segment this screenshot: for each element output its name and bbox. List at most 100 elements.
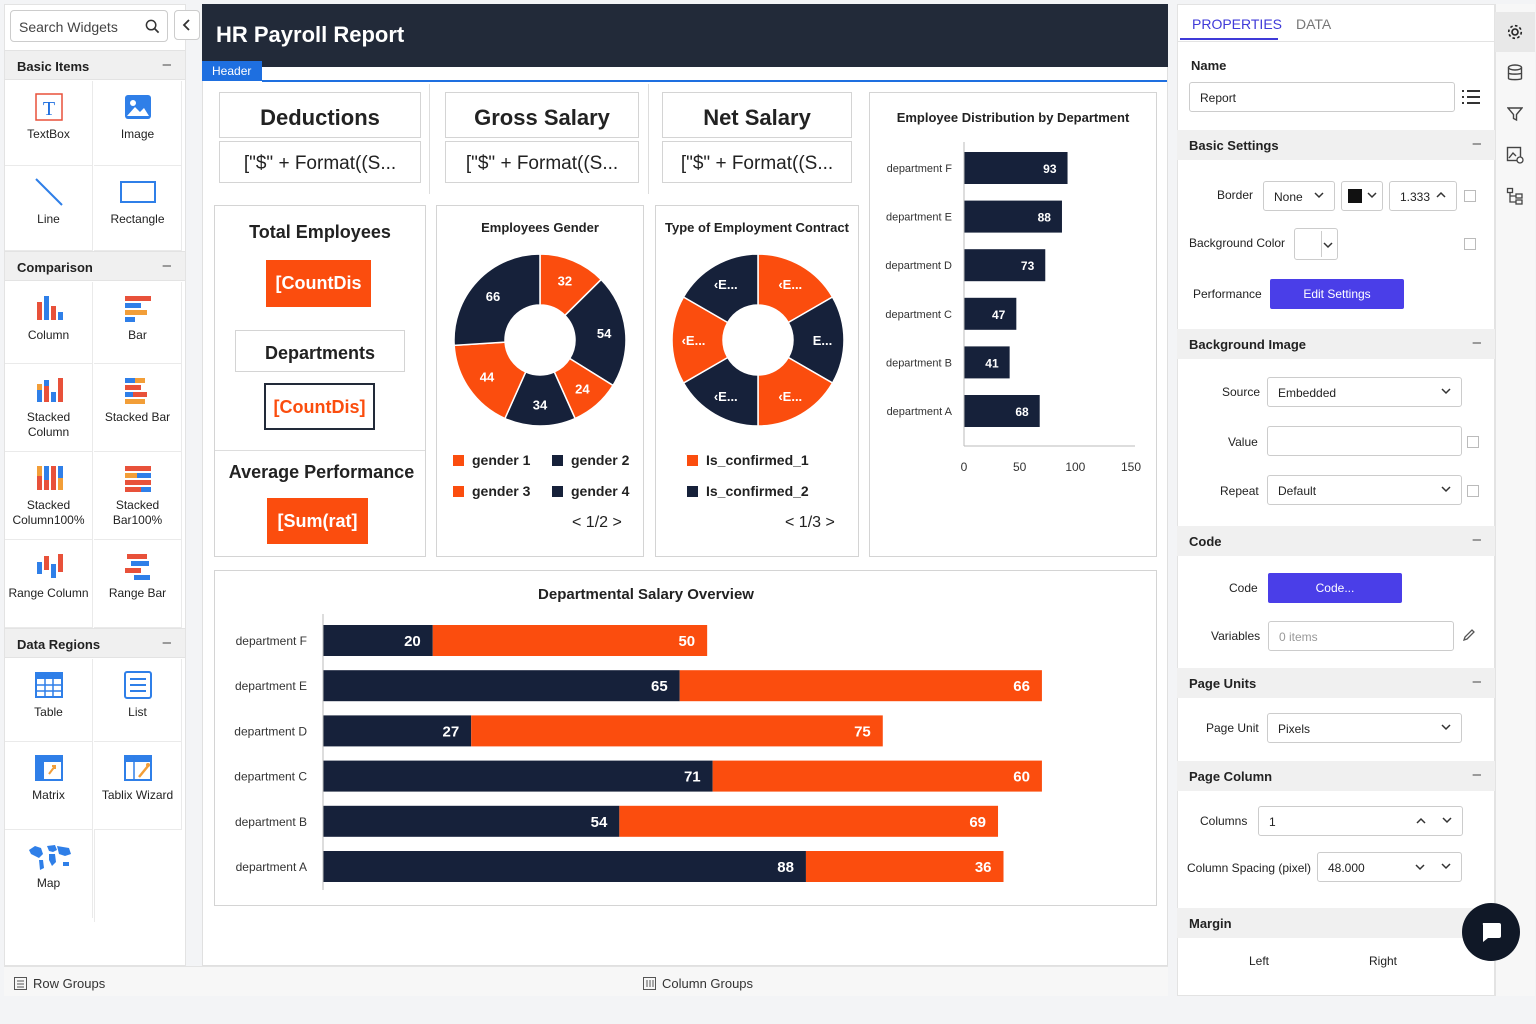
category-comparison[interactable]: Comparison – — [5, 251, 185, 281]
widget-table[interactable]: Table — [5, 659, 93, 742]
section-page-column[interactable]: Page Column – — [1177, 761, 1495, 791]
variables-input[interactable]: 0 items — [1268, 621, 1454, 651]
widget-bar[interactable]: Bar — [94, 282, 182, 364]
search-input[interactable]: Search Widgets — [19, 19, 118, 35]
section-page-units[interactable]: Page Units – — [1177, 668, 1495, 698]
collapse-icon[interactable]: – — [1472, 673, 1481, 690]
widget-rectangle[interactable]: Rectangle — [94, 166, 182, 251]
legend-item-is-confirmed-2[interactable]: Is_confirmed_2 — [687, 483, 809, 499]
widget-stacked-column[interactable]: Stacked Column — [5, 364, 93, 452]
data-source-tab-button[interactable] — [1495, 53, 1535, 93]
page-unit-label: Page Unit — [1206, 721, 1259, 735]
image-manager-tab-button[interactable] — [1495, 135, 1535, 175]
tab-properties[interactable]: PROPERTIES — [1192, 16, 1282, 32]
collapse-icon[interactable]: – — [1472, 135, 1481, 152]
average-performance-value[interactable]: [Sum(rat] — [267, 498, 368, 544]
chevron-up-icon[interactable] — [1436, 190, 1446, 200]
repeat-checkbox[interactable] — [1467, 485, 1479, 497]
legend-pager[interactable]: < 1/2 > — [572, 514, 622, 531]
background-color-checkbox[interactable] — [1464, 238, 1476, 250]
collapse-panel-button[interactable] — [174, 10, 200, 40]
tab-data[interactable]: DATA — [1296, 16, 1332, 32]
border-checkbox[interactable] — [1464, 190, 1476, 202]
widget-range-column[interactable]: Range Column — [5, 540, 93, 628]
border-style-select[interactable]: None — [1263, 181, 1335, 211]
contract-donut-chart[interactable]: ‹E... E... ‹E... ‹E... ‹E... ‹E... — [668, 250, 848, 430]
section-background-image[interactable]: Background Image – — [1177, 329, 1495, 359]
search-icon[interactable] — [145, 19, 160, 34]
collapse-icon[interactable]: – — [162, 56, 171, 73]
value-checkbox[interactable] — [1467, 436, 1479, 448]
columns-input[interactable]: 1 — [1258, 806, 1463, 836]
variables-label: Variables — [1211, 629, 1261, 643]
legend-item-is-confirmed-1[interactable]: Is_confirmed_1 — [687, 452, 809, 468]
page-unit-select[interactable]: Pixels — [1267, 713, 1462, 743]
row-groups-toggle[interactable]: Row Groups — [14, 976, 105, 991]
settings-tab-button[interactable] — [1495, 12, 1535, 52]
filter-tab-button[interactable] — [1495, 94, 1535, 134]
report-header[interactable] — [202, 4, 1168, 67]
column-groups-toggle[interactable]: Column Groups — [643, 976, 753, 991]
widget-line[interactable]: Line — [5, 166, 93, 251]
chevron-up-icon[interactable] — [1416, 816, 1426, 826]
widget-tablix-wizard[interactable]: Tablix Wizard — [94, 742, 182, 830]
gross-title-box[interactable]: Gross Salary — [445, 92, 639, 138]
widget-list[interactable]: List — [94, 659, 182, 742]
pencil-icon[interactable] — [1462, 628, 1476, 642]
distribution-bar-chart[interactable]: department F 93 department E 88 department D… — [869, 130, 1157, 490]
gender-donut-chart[interactable]: 32 54 24 34 44 66 — [450, 250, 630, 430]
background-color-picker[interactable] — [1294, 228, 1338, 260]
widget-column[interactable]: Column — [5, 282, 93, 364]
value-input[interactable] — [1267, 426, 1462, 456]
widget-map[interactable]: Map — [5, 830, 93, 918]
code-button[interactable]: Code... — [1268, 573, 1402, 603]
widget-stacked-bar-100[interactable]: Stacked Bar100% — [94, 452, 182, 540]
list-icon[interactable] — [1461, 88, 1481, 106]
edit-settings-button[interactable]: Edit Settings — [1270, 279, 1404, 309]
legend-item-gender-2[interactable]: gender 2 — [552, 452, 629, 468]
category-data-regions[interactable]: Data Regions – — [5, 628, 185, 658]
legend-item-gender-4[interactable]: gender 4 — [552, 483, 629, 499]
border-color-picker[interactable] — [1341, 181, 1383, 211]
source-select[interactable]: Embedded — [1267, 377, 1462, 407]
chevron-down-icon[interactable] — [1441, 861, 1451, 871]
legend-item-gender-1[interactable]: gender 1 — [453, 452, 530, 468]
salary-stacked-bar-chart[interactable]: department F 20 50 department E 65 66 departme… — [214, 610, 1157, 900]
widget-textbox[interactable]: T TextBox — [5, 81, 93, 166]
deductions-title-box[interactable]: Deductions — [219, 92, 421, 138]
deductions-value-box[interactable]: ["$" + Format((S... — [219, 141, 421, 183]
total-employees-value[interactable]: [CountDis — [266, 260, 371, 307]
widget-stacked-column-100[interactable]: Stacked Column100% — [5, 452, 93, 540]
widget-matrix[interactable]: Matrix — [5, 742, 93, 830]
repeat-select[interactable]: Default — [1267, 475, 1462, 505]
chevron-down-icon[interactable] — [1442, 815, 1452, 825]
widget-stacked-bar[interactable]: Stacked Bar — [94, 364, 182, 452]
section-basic-settings[interactable]: Basic Settings – — [1177, 130, 1495, 160]
widget-range-bar[interactable]: Range Bar — [94, 540, 182, 628]
chevron-down-icon[interactable] — [1415, 862, 1425, 872]
departments-value-box[interactable]: [CountDis] — [264, 383, 375, 430]
net-value-box[interactable]: ["$" + Format((S... — [662, 141, 852, 183]
report-outline-tab-button[interactable] — [1495, 176, 1535, 216]
collapse-icon[interactable]: – — [162, 634, 171, 651]
widget-image[interactable]: Image — [94, 81, 182, 166]
legend-pager[interactable]: < 1/3 > — [785, 514, 835, 531]
section-code[interactable]: Code – — [1177, 526, 1495, 556]
gross-value-box[interactable]: ["$" + Format((S... — [445, 141, 639, 183]
collapse-icon[interactable]: – — [1472, 766, 1481, 783]
section-margin[interactable]: Margin — [1177, 908, 1495, 938]
category-basic-items[interactable]: Basic Items – — [5, 50, 185, 80]
report-title[interactable]: HR Payroll Report — [216, 22, 405, 47]
search-widgets-box[interactable]: Search Widgets — [10, 10, 168, 42]
collapse-icon[interactable]: – — [1472, 334, 1481, 351]
legend-item-gender-3[interactable]: gender 3 — [453, 483, 530, 499]
name-input[interactable]: Report — [1189, 82, 1455, 112]
column-spacing-input[interactable]: 48.000 — [1317, 852, 1462, 882]
collapse-icon[interactable]: – — [1472, 531, 1481, 548]
chat-support-button[interactable] — [1462, 903, 1520, 961]
collapse-icon[interactable]: – — [162, 257, 171, 274]
border-width-input[interactable]: 1.333 — [1389, 181, 1457, 211]
bar — [964, 249, 1046, 282]
departments-title-box[interactable]: Departments — [235, 330, 405, 372]
net-title-box[interactable]: Net Salary — [662, 92, 852, 138]
